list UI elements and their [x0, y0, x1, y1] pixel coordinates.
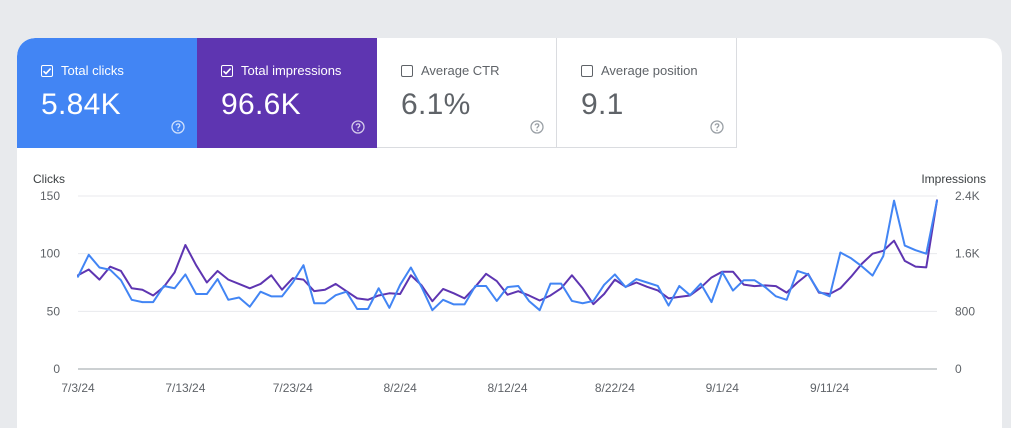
- grid-layer: [78, 195, 937, 370]
- y-tick-label-left: 100: [40, 247, 60, 261]
- y-tick-label-right: 2.4K: [955, 189, 980, 203]
- metric-tab-average-position[interactable]: Average position 9.1: [557, 38, 737, 148]
- checkbox-unchecked-icon[interactable]: [401, 64, 413, 77]
- performance-line-chart[interactable]: Clicks Impressions 0 0 50 800 100 1.6K 150 2.4K…: [17, 38, 1002, 414]
- checkbox-unchecked-icon[interactable]: [581, 64, 593, 77]
- checkbox-checked-icon[interactable]: [221, 64, 233, 77]
- x-tick-label: 8/12/24: [487, 381, 527, 395]
- x-tick-label: 7/3/24: [61, 381, 95, 395]
- help-circle-icon[interactable]: [351, 120, 365, 134]
- y-axis-label-right: Impressions: [921, 172, 986, 186]
- metric-label: Total clicks: [61, 63, 124, 78]
- y-tick-label-right: 800: [955, 304, 975, 318]
- metric-tab-average-ctr[interactable]: Average CTR 6.1%: [377, 38, 557, 148]
- y-tick-label-left: 50: [47, 304, 61, 318]
- x-tick-label: 8/2/24: [383, 381, 417, 395]
- checkbox-checked-icon[interactable]: [41, 64, 53, 77]
- y-tick-label-right: 0: [955, 362, 962, 376]
- y-axis-label-left: Clicks: [33, 172, 65, 186]
- metric-tab-total-impressions[interactable]: Total impressions 96.6K: [197, 38, 377, 148]
- y-tick-label-left: 150: [40, 189, 60, 203]
- x-tick-label: 7/23/24: [273, 381, 313, 395]
- y-tick-label-left: 0: [53, 362, 60, 376]
- metric-tabs: Total clicks 5.84K Total impressions 96.…: [17, 38, 737, 148]
- metric-value: 6.1%: [401, 88, 471, 121]
- help-circle-icon[interactable]: [710, 120, 724, 134]
- metric-value: 9.1: [581, 88, 624, 121]
- series-line-total-impressions[interactable]: [77, 199, 938, 306]
- x-tick-label: 8/22/24: [595, 381, 635, 395]
- series-line-total-clicks[interactable]: [77, 199, 938, 312]
- series-layer: [77, 199, 938, 312]
- tick-labels: 0 0 50 800 100 1.6K 150 2.4K 7/3/24 7/13/24 7/23/2…: [40, 189, 980, 395]
- metric-value: 5.84K: [41, 88, 121, 121]
- x-tick-label: 9/1/24: [706, 381, 740, 395]
- y-tick-label-right: 1.6K: [955, 247, 980, 261]
- x-tick-label: 9/11/24: [810, 381, 849, 395]
- metric-tab-total-clicks[interactable]: Total clicks 5.84K: [17, 38, 197, 148]
- metric-label: Total impressions: [241, 63, 342, 78]
- help-circle-icon[interactable]: [171, 120, 185, 134]
- metric-label: Average position: [601, 63, 698, 78]
- metric-label: Average CTR: [421, 63, 500, 78]
- performance-card: Total clicks 5.84K Total impressions 96.…: [17, 38, 1002, 428]
- metric-value: 96.6K: [221, 88, 301, 121]
- x-tick-label: 7/13/24: [165, 381, 205, 395]
- help-circle-icon[interactable]: [530, 120, 544, 134]
